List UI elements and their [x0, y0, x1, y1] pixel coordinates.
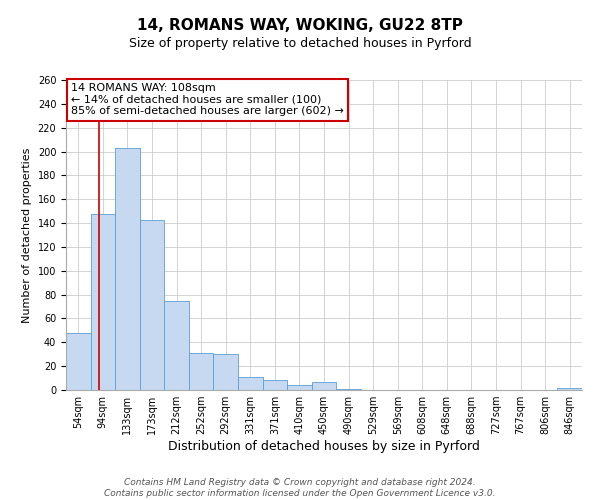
Bar: [312, 382, 336, 390]
Bar: [238, 377, 263, 390]
X-axis label: Distribution of detached houses by size in Pyrford: Distribution of detached houses by size …: [168, 440, 480, 453]
Bar: [140, 220, 164, 390]
Text: 14, ROMANS WAY, WOKING, GU22 8TP: 14, ROMANS WAY, WOKING, GU22 8TP: [137, 18, 463, 32]
Text: Size of property relative to detached houses in Pyrford: Size of property relative to detached ho…: [128, 38, 472, 51]
Bar: [263, 380, 287, 390]
Text: Contains HM Land Registry data © Crown copyright and database right 2024.
Contai: Contains HM Land Registry data © Crown c…: [104, 478, 496, 498]
Bar: [336, 389, 361, 390]
Bar: [214, 354, 238, 390]
Bar: [91, 214, 115, 390]
Y-axis label: Number of detached properties: Number of detached properties: [22, 148, 32, 322]
Bar: [557, 388, 582, 390]
Bar: [287, 385, 312, 390]
Bar: [164, 300, 189, 390]
Bar: [115, 148, 140, 390]
Text: 14 ROMANS WAY: 108sqm
← 14% of detached houses are smaller (100)
85% of semi-det: 14 ROMANS WAY: 108sqm ← 14% of detached …: [71, 83, 344, 116]
Bar: [66, 333, 91, 390]
Bar: [189, 353, 214, 390]
